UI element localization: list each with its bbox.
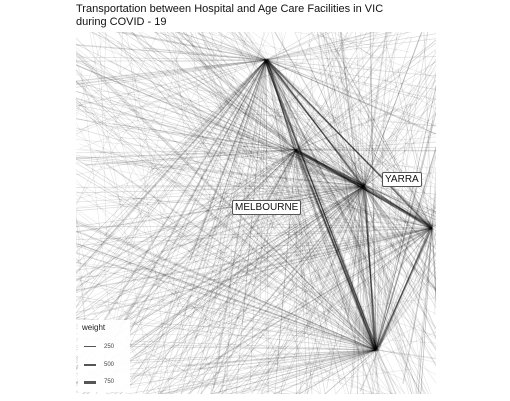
legend-label-750: 750 (104, 379, 115, 385)
legend-line-750 (84, 381, 96, 384)
weight-legend: weight 250 500 750 (78, 320, 130, 392)
legend-line-250 (84, 346, 96, 347)
legend-line-500 (84, 364, 96, 366)
legend-title: weight (82, 323, 106, 332)
legend-item-250: 250 (82, 342, 130, 352)
legend-item-750: 750 (82, 377, 130, 387)
legend-item-500: 500 (82, 360, 130, 370)
label-melbourne: MELBOURNE (232, 200, 302, 215)
label-yarra: YARRA (382, 172, 422, 187)
legend-label-250: 250 (104, 344, 115, 350)
map-panel: MELBOURNE YARRA (76, 32, 436, 394)
map-title: Transportation between Hospital and Age … (76, 3, 384, 28)
legend-label-500: 500 (104, 362, 115, 368)
